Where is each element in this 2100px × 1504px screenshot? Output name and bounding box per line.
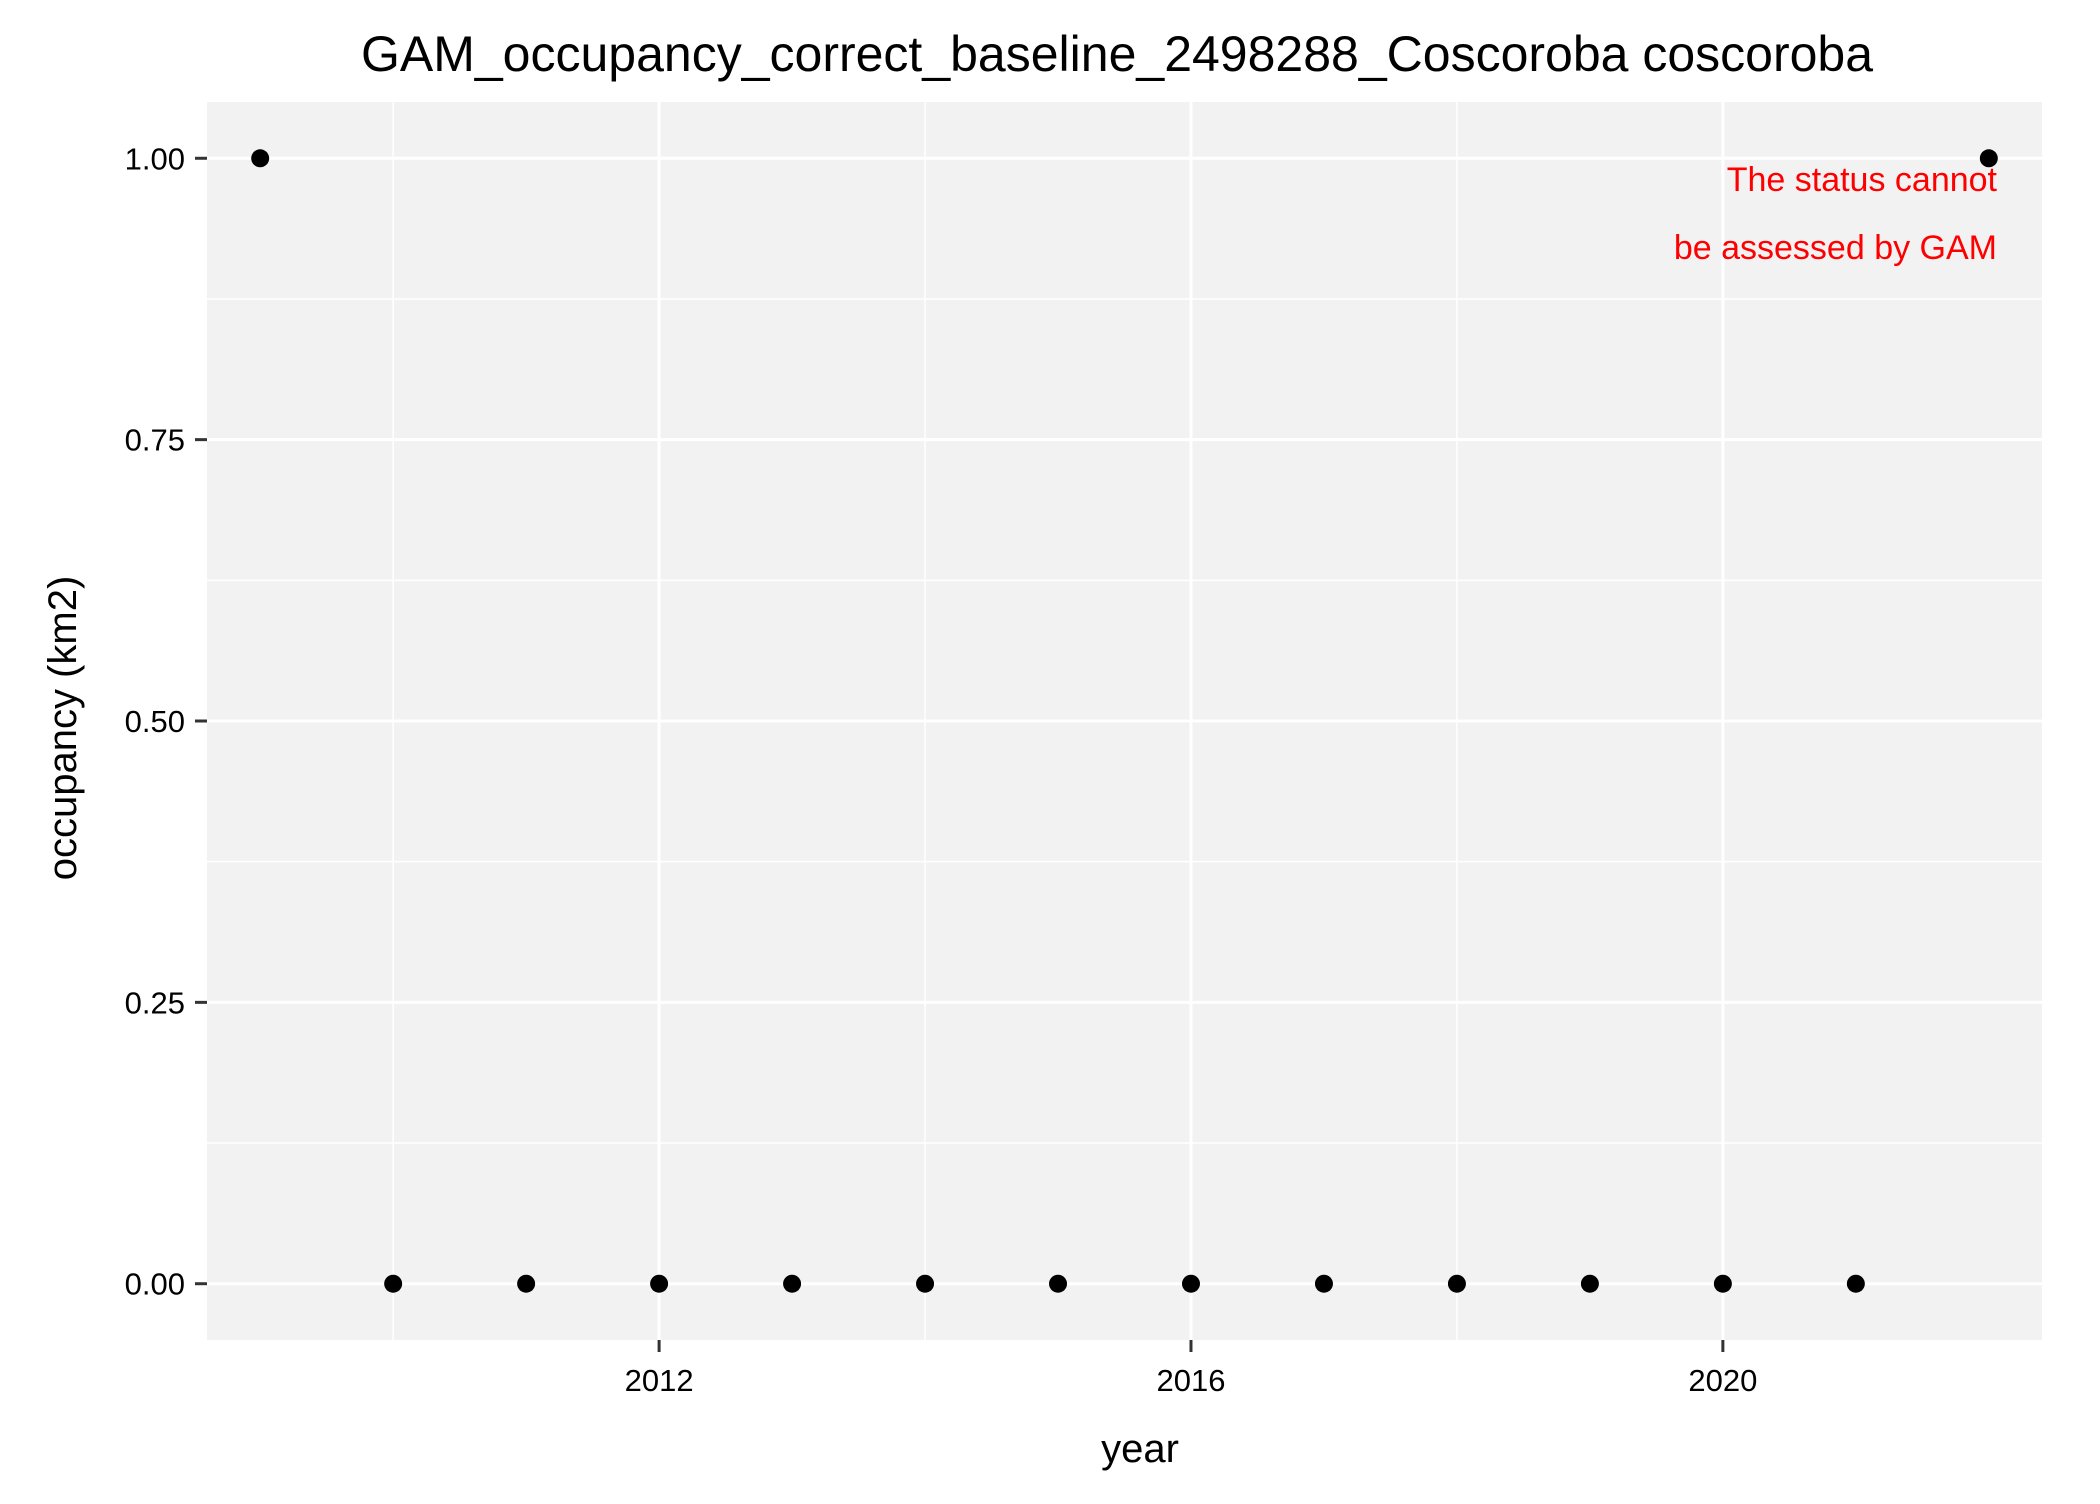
data-point [1846, 1274, 1865, 1293]
data-point [251, 149, 270, 168]
data-point [1979, 149, 1998, 168]
y-axis: 0.00 0.25 0.50 0.75 1.00 [125, 141, 207, 1302]
data-point [384, 1274, 403, 1293]
annotation-line: The status cannot [1727, 161, 1998, 199]
data-point [1713, 1274, 1732, 1293]
y-axis-title: occupancy (km2) [41, 576, 85, 881]
x-axis-title: year [1101, 1427, 1179, 1471]
y-tick-label: 1.00 [125, 141, 185, 176]
chart-title: GAM_occupancy_correct_baseline_2498288_C… [361, 26, 1873, 82]
y-tick-label: 0.75 [125, 423, 185, 458]
x-tick-label: 2012 [625, 1363, 694, 1398]
y-tick-label: 0.50 [125, 704, 185, 739]
data-point [650, 1274, 669, 1293]
grid-major-lines [207, 102, 2042, 1340]
data-point [1049, 1274, 1068, 1293]
data-point [1314, 1274, 1333, 1293]
data-point [783, 1274, 802, 1293]
data-point [1580, 1274, 1599, 1293]
annotation: The status cannot be assessed by GAM [1674, 161, 1998, 267]
data-points [251, 149, 1998, 1293]
x-axis: 2012 2016 2020 [625, 1340, 1757, 1398]
data-point [1447, 1274, 1466, 1293]
y-tick-label: 0.00 [125, 1267, 185, 1302]
data-point [1181, 1274, 1200, 1293]
annotation-line: be assessed by GAM [1674, 229, 1997, 267]
x-tick-label: 2016 [1157, 1363, 1226, 1398]
y-tick-label: 0.25 [125, 985, 185, 1020]
data-point [517, 1274, 536, 1293]
x-tick-label: 2020 [1688, 1363, 1757, 1398]
data-point [916, 1274, 935, 1293]
